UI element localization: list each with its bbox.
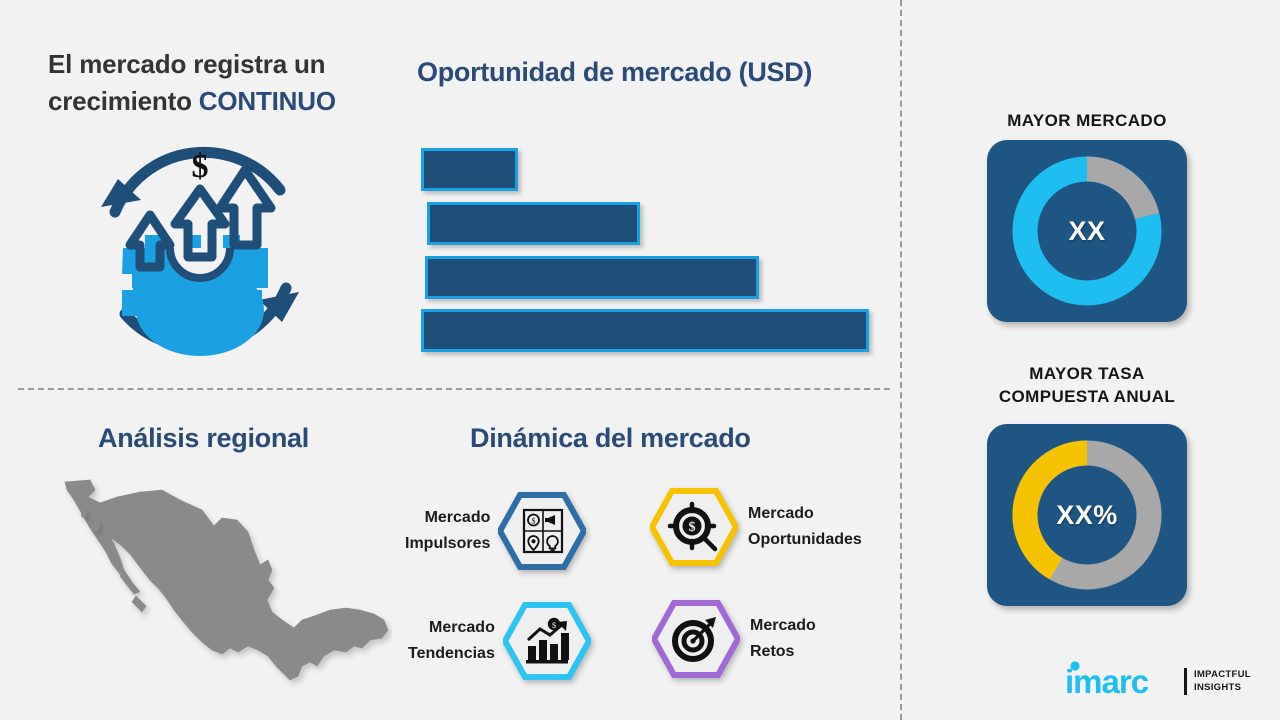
dynamics-item-drivers[interactable]: Mercado Impulsores $ bbox=[405, 492, 588, 570]
largest-market-title: MAYOR MERCADO bbox=[1007, 111, 1167, 130]
dynamics-item-opportunities-label: Mercado Oportunidades bbox=[748, 504, 862, 548]
growth-heading-accent: CONTINUO bbox=[198, 85, 336, 116]
hexagon-opportunities: $ bbox=[648, 488, 740, 566]
dynamics-item-challenges[interactable]: Mercado Retos bbox=[650, 600, 816, 678]
svg-text:$: $ bbox=[689, 520, 696, 535]
dollar-symbol: $ bbox=[192, 148, 209, 185]
bar-2 bbox=[427, 202, 640, 245]
svg-text:imarc: imarc bbox=[1065, 663, 1149, 700]
hexagon-drivers: $ bbox=[496, 492, 588, 570]
imarc-logo: imarc IMPACTFUL INSIGHTS bbox=[1063, 658, 1259, 704]
growth-heading-line1: El mercado registra un bbox=[48, 49, 326, 79]
dynamics-item-opportunities[interactable]: $ Mercado Oportunidades bbox=[648, 488, 862, 566]
regional-heading: Análisis regional bbox=[98, 423, 309, 453]
dynamics-item-challenges-label: Mercado Retos bbox=[750, 616, 816, 660]
dynamics-item-drivers-label: Mercado Impulsores bbox=[405, 508, 491, 552]
mexico-map bbox=[62, 470, 392, 702]
highest-cagr-value: XX% bbox=[1056, 499, 1118, 530]
bar-1 bbox=[421, 148, 518, 191]
svg-text:$: $ bbox=[552, 621, 556, 630]
bar-3 bbox=[425, 256, 759, 299]
largest-market-donut-card: XX bbox=[987, 140, 1187, 322]
horizontal-divider bbox=[18, 388, 890, 390]
bar-chart-growth-dollar-icon: $ bbox=[525, 617, 569, 664]
target-dart-icon bbox=[672, 617, 716, 662]
puzzle-pieces-icon: $ bbox=[523, 508, 564, 554]
svg-text:$: $ bbox=[532, 516, 536, 525]
vertical-divider bbox=[900, 0, 902, 720]
dynamics-heading: Dinámica del mercado bbox=[470, 423, 751, 453]
growth-heading-line2: crecimiento bbox=[48, 85, 199, 116]
magnifier-dollar-target-icon: $ bbox=[667, 501, 718, 552]
growth-heading: El mercado registra un crecimiento CONTI… bbox=[48, 46, 398, 120]
largest-market-value: XX bbox=[1068, 215, 1106, 246]
opportunity-bar-chart bbox=[419, 146, 879, 352]
hexagon-challenges bbox=[650, 600, 742, 678]
imarc-tagline: IMPACTFUL INSIGHTS bbox=[1194, 668, 1251, 693]
dynamics-item-trends[interactable]: Mercado Tendencias $ bbox=[408, 602, 593, 680]
highest-cagr-title: MAYOR TASA COMPUESTA ANUAL bbox=[942, 363, 1232, 409]
opportunity-heading: Oportunidad de mercado (USD) bbox=[417, 57, 813, 87]
highest-cagr-title-line1: MAYOR TASA bbox=[1029, 364, 1145, 383]
bar-4 bbox=[421, 309, 869, 352]
imarc-wordmark: imarc bbox=[1063, 657, 1181, 706]
highest-cagr-title-line2: COMPUESTA ANUAL bbox=[998, 386, 1176, 406]
logo-divider bbox=[1184, 667, 1187, 695]
dynamics-item-trends-label: Mercado Tendencias bbox=[408, 618, 495, 662]
hexagon-trends: $ bbox=[501, 602, 593, 680]
highest-cagr-donut-card: XX% bbox=[987, 424, 1187, 606]
growth-cycle-gear-icon: $ bbox=[75, 132, 325, 367]
